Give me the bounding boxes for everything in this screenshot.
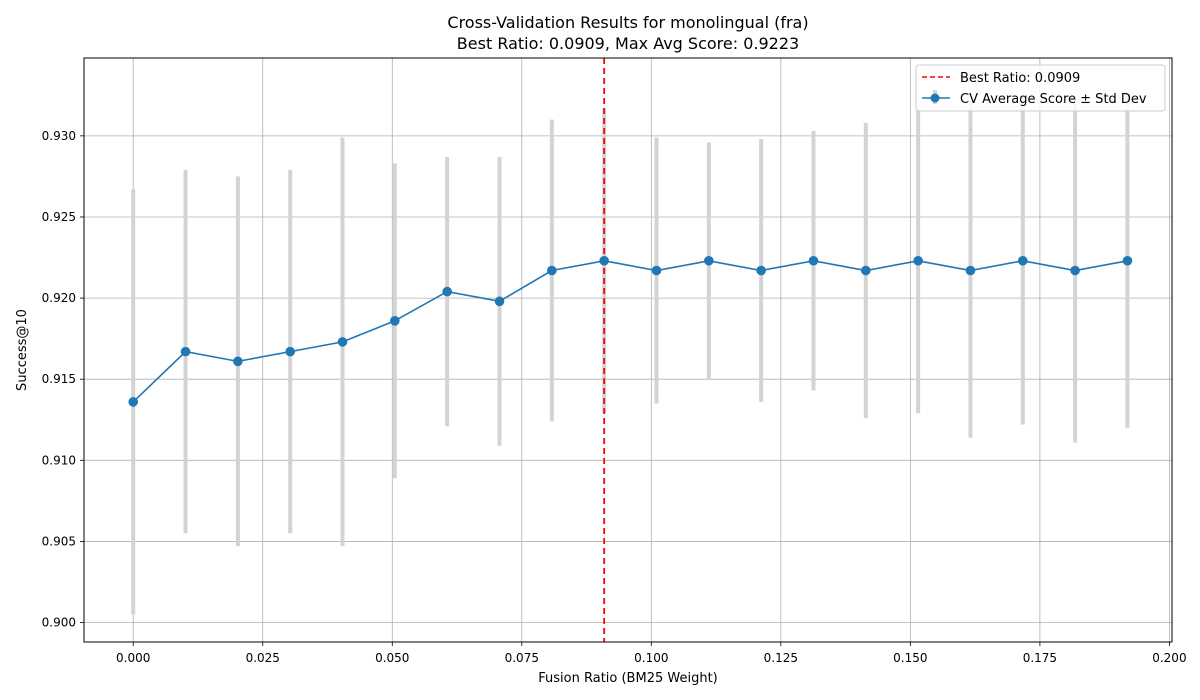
x-tick-label: 0.050 <box>375 651 409 665</box>
data-point <box>180 346 191 357</box>
data-point <box>494 296 505 307</box>
x-tick-label: 0.000 <box>116 651 150 665</box>
y-axis-label: Success@10 <box>15 309 30 391</box>
data-point <box>704 255 714 266</box>
data-point <box>756 265 766 276</box>
y-axis-ticks: 0.900 0.905 0.910 0.915 0.920 0.925 0.930 <box>42 129 84 630</box>
data-point <box>1122 255 1133 266</box>
legend: Best Ratio: 0.0909 CV Average Score ± St… <box>915 64 1166 112</box>
data-point <box>337 337 348 347</box>
y-tick-label: 0.925 <box>42 210 76 224</box>
data-point <box>599 255 609 266</box>
data-point <box>442 286 452 297</box>
x-tick-label: 0.075 <box>505 651 539 665</box>
series-line <box>132 259 1128 403</box>
data-point <box>390 316 400 326</box>
x-tick-label: 0.025 <box>246 651 280 665</box>
data-point <box>913 255 923 266</box>
legend-box <box>915 64 1166 112</box>
x-tick-label: 0.150 <box>893 651 927 665</box>
y-tick-label: 0.920 <box>42 291 76 305</box>
data-point <box>1070 265 1080 276</box>
legend-series-label: CV Average Score ± Std Dev <box>960 92 1147 107</box>
data-point <box>233 356 243 367</box>
chart-subtitle: Best Ratio: 0.0909, Max Avg Score: 0.922… <box>457 34 799 53</box>
x-tick-label: 0.175 <box>1023 651 1057 665</box>
legend-series-marker <box>930 93 940 103</box>
legend-best-ratio-label: Best Ratio: 0.0909 <box>960 71 1080 86</box>
data-point <box>808 255 819 266</box>
x-axis-label: Fusion Ratio (BM25 Weight) <box>538 671 717 686</box>
y-tick-label: 0.910 <box>42 453 76 467</box>
y-tick-label: 0.900 <box>42 616 76 630</box>
data-point <box>285 346 296 357</box>
data-point <box>1017 255 1028 266</box>
series-group <box>128 255 1133 407</box>
chart-title: Cross-Validation Results for monolingual… <box>447 13 808 32</box>
grid <box>84 58 1172 642</box>
data-point <box>965 265 976 276</box>
error-bars <box>131 93 1130 615</box>
y-tick-label: 0.915 <box>42 372 76 386</box>
data-point <box>861 265 871 276</box>
x-tick-label: 0.100 <box>634 651 668 665</box>
data-point <box>547 265 557 276</box>
x-tick-label: 0.125 <box>764 651 798 665</box>
y-tick-label: 0.930 <box>42 129 76 143</box>
x-axis-ticks: 0.000 0.025 0.050 0.075 0.100 0.125 0.150 0.175… <box>116 642 1187 665</box>
y-tick-label: 0.905 <box>42 534 76 548</box>
data-point <box>128 397 139 407</box>
plot-frame <box>83 57 1173 643</box>
data-point <box>651 265 662 276</box>
x-tick-label: 0.200 <box>1152 651 1186 665</box>
